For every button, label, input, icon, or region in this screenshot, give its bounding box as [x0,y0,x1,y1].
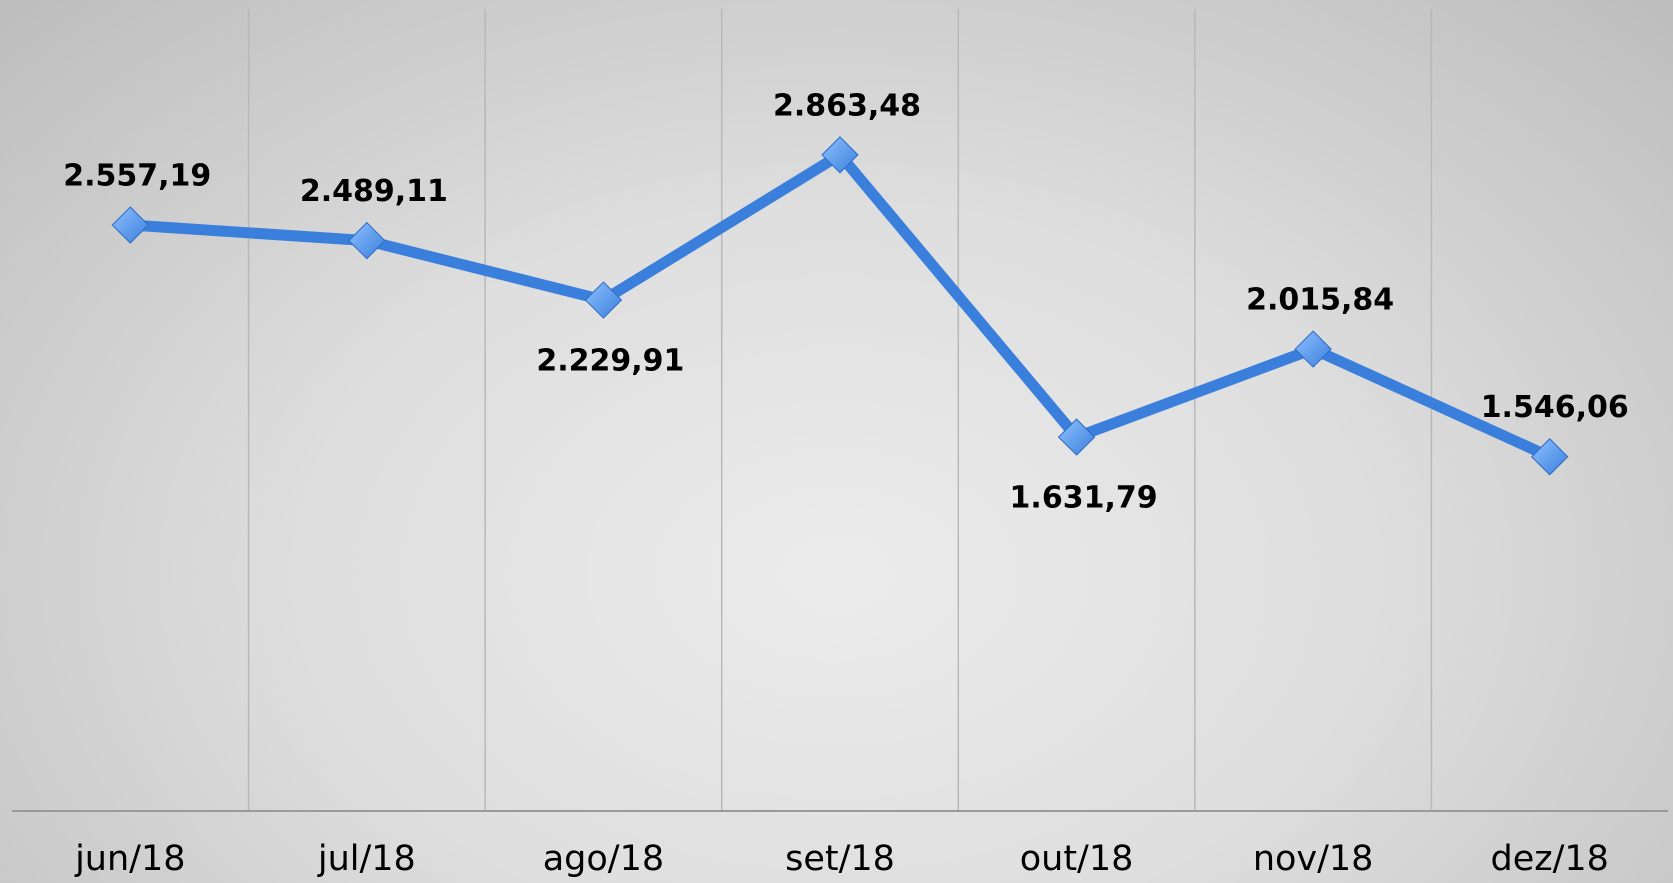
marker [1057,418,1096,456]
x-tick-label: ago/18 [543,839,664,879]
data-label: 2.557,19 [63,159,211,194]
data-label: 1.546,06 [1481,390,1629,425]
data-label: 2.015,84 [1246,283,1394,318]
x-tick-label: jul/18 [317,839,416,879]
marker [1294,330,1332,368]
marker [584,281,623,319]
data-label: 2.489,11 [300,174,448,209]
marker [111,206,149,244]
marker [348,221,386,260]
marker [1531,438,1569,476]
x-tick-label: dez/18 [1490,839,1608,879]
data-label: 2.863,48 [773,88,921,123]
x-tick-label: set/18 [785,839,895,879]
x-tick-label: out/18 [1020,839,1134,879]
x-tick-label: nov/18 [1253,839,1374,879]
x-tick-label: jun/18 [74,839,185,879]
data-label: 2.229,91 [536,344,684,379]
data-label: 1.631,79 [1010,481,1158,516]
marker [821,136,859,174]
